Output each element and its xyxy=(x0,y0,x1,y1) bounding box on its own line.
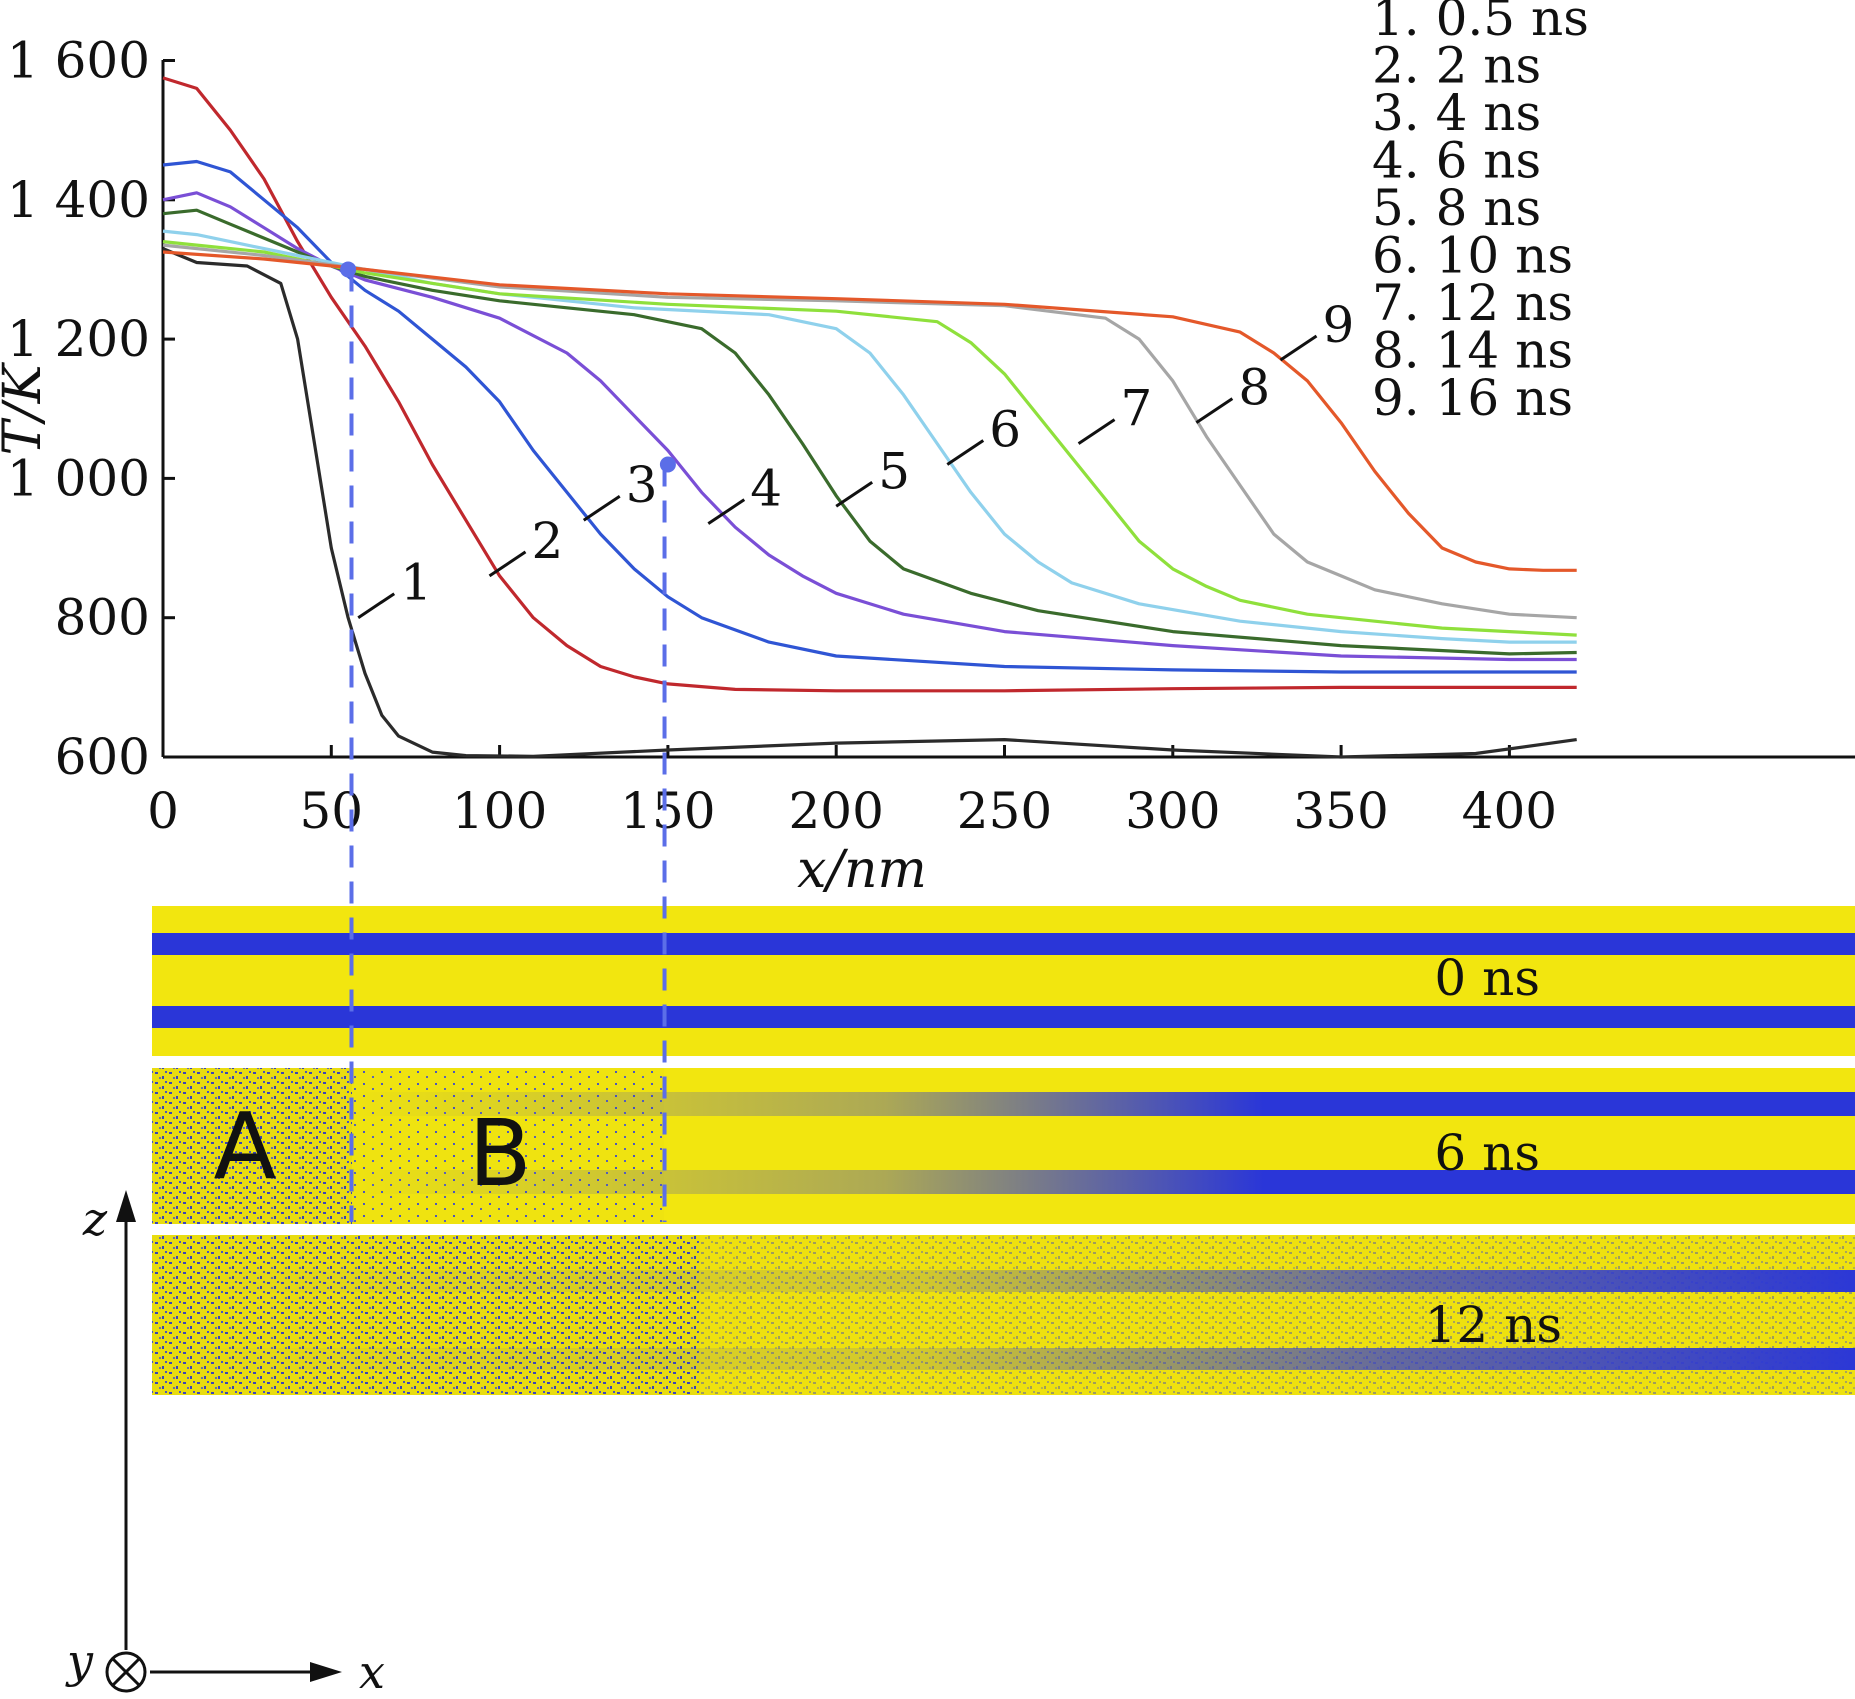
curve-leader-1 xyxy=(357,592,396,619)
region-a-label: A xyxy=(214,1093,277,1200)
snapshot-0ns-band-top xyxy=(152,933,1855,955)
x-tick-label: 400 xyxy=(1462,782,1557,840)
x-tick-label: 150 xyxy=(620,782,715,840)
legend-entry-7: 7. 12 ns xyxy=(1372,274,1573,332)
curve-leader-4 xyxy=(707,498,746,525)
snapshot-12ns: 12 ns xyxy=(152,1235,1855,1395)
x-arrowhead-icon xyxy=(310,1662,342,1682)
snapshot-12ns-band-top xyxy=(152,1270,1855,1292)
x-tick-label: 250 xyxy=(957,782,1052,840)
x-tick-label: 100 xyxy=(452,782,547,840)
curve-leader-7 xyxy=(1077,418,1116,445)
y-tick-label: 1 400 xyxy=(7,171,150,229)
snapshot-6ns-band-top xyxy=(352,1092,1855,1116)
legend-entry-6: 6. 10 ns xyxy=(1372,227,1573,285)
x-tick-label: 300 xyxy=(1125,782,1220,840)
curve-labels: 1 2 3 4 5 6 7 89 xyxy=(357,296,1355,619)
curve-leader-8 xyxy=(1195,397,1234,424)
snapshot-12ns-label: 12 ns xyxy=(1425,1296,1562,1354)
curve-leader-6 xyxy=(946,439,985,466)
plot-axes xyxy=(161,60,1855,759)
point-markers xyxy=(340,261,676,473)
curve-leader-5 xyxy=(835,481,874,508)
legend-entry-1: 1. 0.5 ns xyxy=(1372,0,1589,47)
snapshot-0ns-band-bottom xyxy=(152,1006,1855,1028)
snapshot-6ns-label: 6 ns xyxy=(1434,1124,1540,1182)
legend-entry-8: 8. 14 ns xyxy=(1372,322,1573,380)
curve-leader-9 xyxy=(1279,334,1318,362)
series-line-1 xyxy=(162,247,1577,759)
series-line-2 xyxy=(162,76,1577,693)
curve-label-6: 6 xyxy=(989,400,1021,458)
legend-entry-4: 4. 6 ns xyxy=(1372,132,1541,190)
y-tick-label: 1 000 xyxy=(7,449,150,507)
series-line-8 xyxy=(162,243,1577,620)
curve-label-9: 9 xyxy=(1323,296,1355,354)
point-marker-1 xyxy=(340,261,357,278)
y-tick-label: 1 200 xyxy=(7,310,150,368)
curve-label-4: 4 xyxy=(750,460,782,518)
legend: 1. 0.5 ns2. 2 ns3. 4 ns4. 6 ns5. 8 ns6. … xyxy=(1372,0,1589,427)
x-tick-label: 200 xyxy=(788,782,883,840)
x-ticks: 0 50 100 150 200 250 300 350 400 xyxy=(147,745,1557,840)
legend-entry-9: 9. 16 ns xyxy=(1372,369,1573,427)
z-arrowhead-icon xyxy=(116,1190,136,1222)
x-axis-title: x/nm xyxy=(797,840,927,900)
guide-lines xyxy=(349,269,667,1222)
curve-label-5: 5 xyxy=(878,442,910,500)
series-line-3 xyxy=(162,159,1577,674)
y-tick-label: 1 600 xyxy=(7,32,150,90)
y-axis-title: T/K xyxy=(0,361,53,455)
legend-entry-2: 2. 2 ns xyxy=(1372,37,1541,95)
legend-entry-5: 5. 8 ns xyxy=(1372,179,1541,237)
snapshot-12ns-tint xyxy=(700,1235,1855,1395)
curve-label-7: 7 xyxy=(1121,380,1153,438)
legend-entry-3: 3. 4 ns xyxy=(1372,84,1541,142)
y-coord-label: y xyxy=(65,1634,94,1688)
snapshot-6ns: A B 6 ns xyxy=(152,1068,1855,1224)
series-line-5 xyxy=(162,208,1577,656)
series-group xyxy=(162,76,1577,759)
y-tick-label: 800 xyxy=(55,589,150,647)
series-line-7 xyxy=(162,240,1577,637)
region-b-label: B xyxy=(468,1100,531,1207)
coordinate-axes: z x y xyxy=(65,1190,385,1699)
z-coord-label: z xyxy=(82,1192,108,1246)
series-line-6 xyxy=(162,229,1577,644)
x-coord-label: x xyxy=(359,1645,385,1699)
x-tick-label: 0 xyxy=(147,782,179,840)
curve-label-3: 3 xyxy=(626,456,658,514)
snapshot-0ns-label: 0 ns xyxy=(1434,949,1540,1007)
y-into-page-icon xyxy=(105,1651,147,1693)
x-tick-label: 50 xyxy=(299,782,363,840)
curve-label-1: 1 xyxy=(400,554,432,612)
curve-label-2: 2 xyxy=(532,512,564,570)
snapshot-panels: 0 ns A B 6 ns 12 ns xyxy=(152,906,1855,1395)
x-tick-label: 350 xyxy=(1293,782,1388,840)
snapshot-6ns-band-bottom xyxy=(352,1170,1855,1194)
y-tick-label: 600 xyxy=(55,728,150,786)
curve-leader-2 xyxy=(488,550,527,578)
point-marker-2 xyxy=(659,456,676,473)
snapshot-6ns-region-a xyxy=(152,1068,352,1224)
snapshot-0ns: 0 ns xyxy=(152,906,1855,1056)
snapshot-0ns-bg xyxy=(152,906,1855,1056)
series-line-9 xyxy=(162,250,1577,572)
snapshot-12ns-band-bottom xyxy=(152,1348,1855,1370)
y-into-page-cross-b xyxy=(111,1657,141,1687)
curve-label-8: 8 xyxy=(1238,359,1270,417)
y-ticks: 600 800 1 000 1 200 1 400 1 600 xyxy=(7,32,175,786)
series-line-4 xyxy=(162,191,1577,662)
curve-leader-3 xyxy=(582,494,621,522)
